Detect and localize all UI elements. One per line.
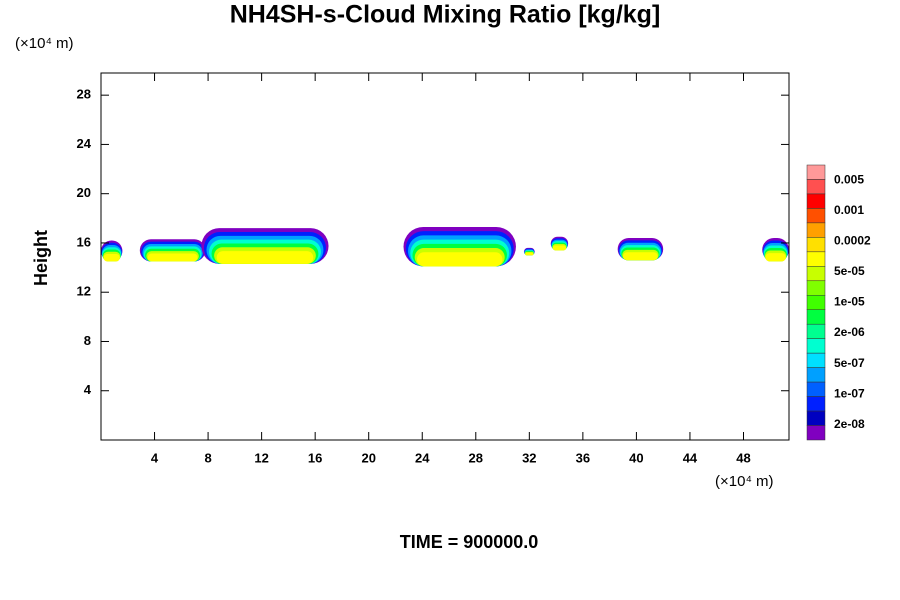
footer: TIME = 900000.0 [400,532,539,552]
colorbar-label: 0.005 [834,172,864,186]
colorbar-label: 5e-07 [834,356,865,370]
colorbar-box [806,410,826,426]
cloud-layer [525,252,534,256]
x-tick-label: 24 [415,450,430,465]
colorbar-box [806,266,826,282]
colorbar-box [806,222,826,238]
x-tick-label: 4 [151,450,159,465]
x-tick-label: 12 [254,450,268,465]
cloud-layer [216,251,314,264]
colorbar-box [806,237,826,253]
x-tick-label: 28 [469,450,483,465]
colorbar-box [806,309,826,325]
colorbar-label: 1e-05 [834,295,865,309]
colorbar-box [806,352,826,368]
colorbar-box [806,367,826,383]
y-tick-label: 28 [77,87,91,102]
colorbar-box [806,208,826,224]
cloud-layer [623,252,658,261]
y-axis-label: Height [31,230,51,286]
colorbar-box [806,425,826,441]
colorbar-label: 5e-05 [834,264,865,278]
colorbar-label: 2e-06 [834,325,865,339]
colorbar-label: 2e-08 [834,417,865,431]
x-tick-label: 44 [683,450,698,465]
x-tick-label: 40 [629,450,643,465]
cloud-layer [552,245,567,251]
colorbar-label: 0.0002 [834,234,871,248]
colorbar-box [806,323,826,339]
x-tick-label: 48 [736,450,750,465]
colorbar-box [806,295,826,310]
colorbar-label: 0.001 [834,203,864,217]
colorbar-box [806,396,826,412]
x-tick-label: 20 [361,450,375,465]
x-tick-label: 36 [576,450,590,465]
y-tick-label: 16 [77,234,91,249]
y-tick-label: 20 [77,185,91,200]
y-tick-label: 24 [77,136,92,151]
cloud-layer [416,252,503,267]
y-tick-label: 12 [77,284,91,299]
cloud-layer [765,253,786,262]
y-tick-label: 8 [84,333,91,348]
cloud-layer [147,253,198,262]
y-tick-label: 4 [84,382,92,397]
colorbar-box [806,193,826,209]
chart-title: NH4SH-s-Cloud Mixing Ratio [kg/kg] [230,1,661,29]
x-tick-label: 32 [522,450,536,465]
colorbar-box [806,251,826,267]
colorbar-box [806,381,826,397]
colorbar-label: 1e-07 [834,386,865,400]
cloud-layer [103,253,120,262]
x-tick-label: 8 [204,450,211,465]
y-unit: (×10⁴ m) [15,35,74,52]
plot-frame [100,72,790,441]
x-unit: (×10⁴ m) [715,473,774,490]
colorbar-box [806,179,826,195]
x-tick-label: 16 [308,450,322,465]
colorbar-box [806,338,826,354]
colorbar-box [806,164,826,180]
colorbar-box [806,280,826,296]
